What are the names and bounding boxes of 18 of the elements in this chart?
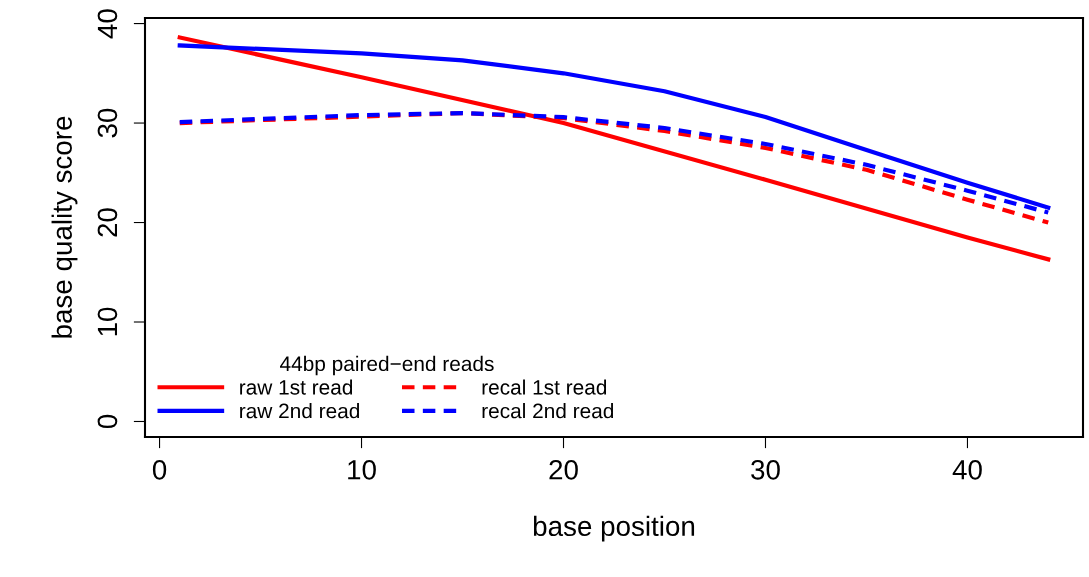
y-tick-label: 0 [97, 414, 118, 429]
legend-label: raw 1st read [240, 379, 353, 395]
x-tick-label: 0 [152, 459, 167, 480]
legend-label: recal 1st read [482, 379, 607, 395]
x-tick-label: 10 [348, 459, 376, 480]
y-axis-title: base quality score [51, 116, 78, 338]
y-tick-label: 30 [97, 108, 118, 138]
x-tick-label: 40 [952, 459, 982, 480]
legend-label: recal 2nd read [482, 403, 614, 419]
legend-title: 44bp paired−end reads [280, 355, 494, 376]
y-tick-label: 20 [97, 208, 118, 237]
x-tick-label: 30 [751, 459, 780, 480]
x-axis-title: base position [533, 515, 695, 542]
y-tick-label: 40 [97, 9, 118, 39]
line-series [177, 35, 1051, 262]
y-tick-label: 10 [97, 307, 118, 336]
legend-label: raw 2nd read [240, 403, 360, 419]
x-tick-label: 20 [549, 459, 578, 480]
